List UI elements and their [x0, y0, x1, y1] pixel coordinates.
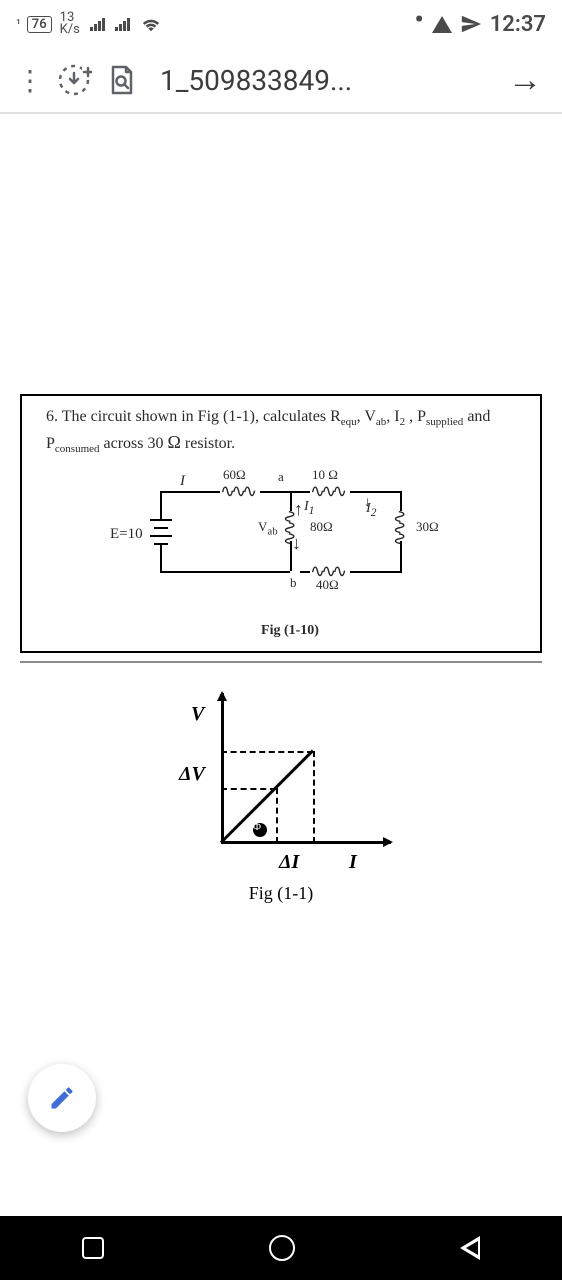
node-b-label: b	[290, 575, 297, 591]
resistor-10: ∿∿∿	[310, 481, 343, 502]
resistor-80: ∿∿∿	[279, 509, 300, 542]
location-send-icon	[460, 13, 482, 35]
graph-figure: Φ V ΔV ΔI I Fig (1-1)	[151, 683, 411, 893]
node-a-label: a	[278, 469, 284, 485]
x-axis	[221, 841, 391, 844]
home-button[interactable]	[269, 1235, 295, 1261]
clock-time: 12:37	[490, 12, 546, 37]
forward-arrow-icon[interactable]: →	[508, 60, 542, 100]
signal-bars-2	[115, 18, 130, 31]
I1-label: I1	[304, 499, 315, 517]
recent-apps-button[interactable]	[82, 1237, 104, 1259]
pencil-icon	[48, 1084, 76, 1112]
document-content: 6. The circuit shown in Fig (1-1), calcu…	[0, 394, 562, 893]
circuit-diagram: I ∿∿∿ 60Ω a ∿∿∿ 10 Ω I2 ↓ ↑ I1 Vab ↓ ∿∿∿…	[140, 471, 440, 611]
battery-badge: 76	[27, 16, 52, 33]
i2-arrow-down: ↓	[364, 495, 371, 511]
graph-caption: Fig (1-1)	[151, 883, 411, 904]
dash-mid	[221, 788, 276, 790]
source-E-label: E=10	[110, 526, 143, 543]
circuit-caption: Fig (1-10)	[46, 623, 534, 639]
problem-box: 6. The circuit shown in Fig (1-1), calcu…	[20, 394, 542, 653]
page-divider	[20, 661, 542, 663]
system-nav-bar	[0, 1216, 562, 1280]
r10-label: 10 Ω	[312, 467, 338, 483]
dash-top	[221, 751, 313, 753]
back-button[interactable]	[460, 1236, 480, 1260]
network-speed: 13 K/s	[60, 12, 80, 36]
r40-label: 40Ω	[316, 577, 339, 593]
app-toolbar: ⋮ 1_509833849... →	[0, 48, 562, 112]
document-viewport[interactable]: 6. The circuit shown in Fig (1-1), calcu…	[0, 114, 562, 1216]
status-left: ¹ 76 13 K/s	[16, 12, 162, 36]
r60-label: 60Ω	[223, 467, 246, 483]
Vab-label: Vab	[258, 519, 278, 538]
document-title[interactable]: 1_509833849...	[160, 64, 496, 97]
sim-indicator: ¹	[16, 17, 21, 32]
status-right: • 12:37	[415, 12, 547, 37]
dash-v2	[313, 751, 315, 843]
status-bar: ¹ 76 13 K/s • 12:37	[0, 0, 562, 48]
wifi-icon	[140, 15, 162, 33]
deltaV-label: ΔV	[179, 763, 205, 786]
overflow-menu-icon[interactable]: ⋮	[10, 64, 50, 97]
problem-text: 6. The circuit shown in Fig (1-1), calcu…	[46, 406, 534, 457]
current-I-label: I	[180, 473, 185, 490]
I-axis-label: I	[349, 851, 357, 874]
deltaI-label: ΔI	[279, 851, 299, 874]
dash-v1	[276, 788, 278, 843]
offline-download-icon[interactable]	[56, 62, 92, 98]
resistor-30: ∿∿∿	[389, 509, 410, 542]
signal-bars-1	[90, 18, 105, 31]
edit-fab[interactable]	[28, 1064, 96, 1132]
warning-icon	[432, 16, 452, 33]
find-in-document-icon[interactable]	[106, 64, 138, 96]
resistor-60: ∿∿∿	[220, 481, 253, 502]
r30-label: 30Ω	[416, 519, 439, 535]
phi-label: Φ	[253, 821, 261, 833]
r80-label: 80Ω	[310, 519, 333, 535]
y-axis	[221, 693, 224, 843]
V-axis-label: V	[191, 703, 204, 726]
